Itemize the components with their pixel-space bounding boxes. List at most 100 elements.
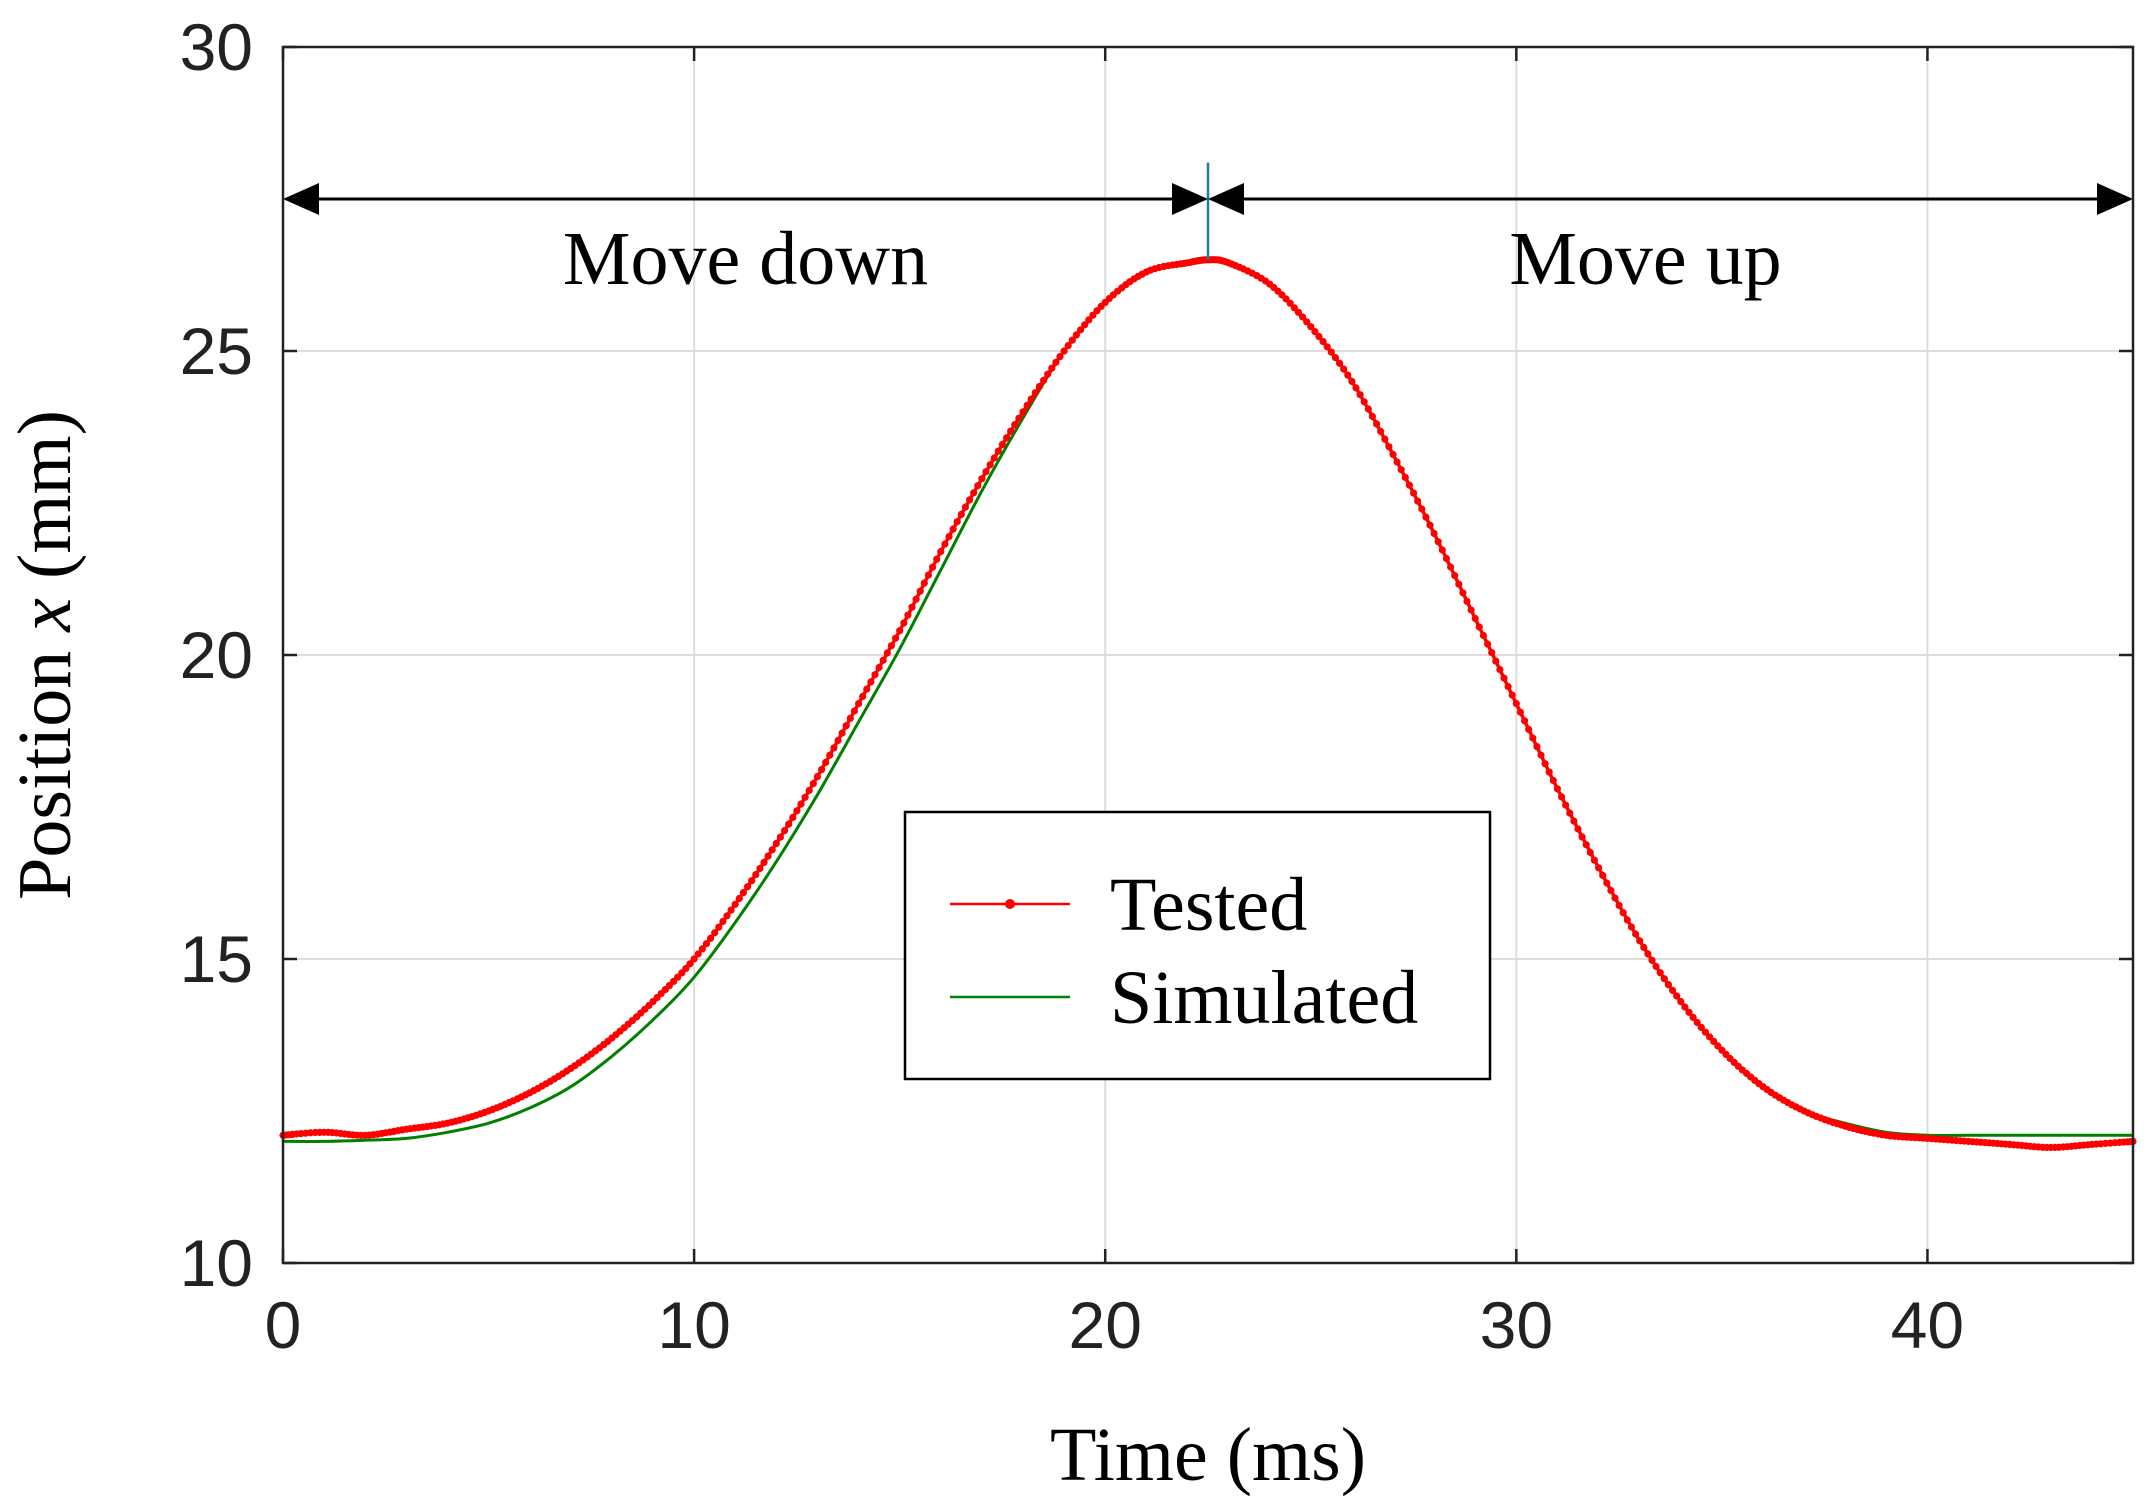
data-point-tested bbox=[1393, 458, 1401, 466]
data-point-tested bbox=[756, 864, 764, 873]
data-point-tested bbox=[1360, 398, 1368, 406]
data-point-tested bbox=[1578, 833, 1586, 841]
data-point-tested bbox=[842, 722, 850, 730]
data-point-tested bbox=[1697, 1023, 1705, 1031]
data-point-tested bbox=[1430, 529, 1438, 538]
data-point-tested bbox=[1319, 338, 1327, 346]
data-point-tested bbox=[1558, 793, 1566, 801]
legend-marker-tested bbox=[1005, 899, 1015, 909]
data-point-tested bbox=[1508, 691, 1516, 699]
data-point-tested bbox=[723, 912, 731, 920]
data-point-tested bbox=[1303, 318, 1311, 326]
data-point-tested bbox=[698, 945, 706, 953]
data-point-tested bbox=[1623, 916, 1631, 924]
data-point-tested bbox=[916, 587, 924, 595]
data-point-tested bbox=[1549, 776, 1557, 785]
data-point-tested bbox=[785, 820, 793, 828]
data-point-tested bbox=[682, 964, 690, 973]
data-point-tested bbox=[838, 729, 846, 737]
legend-box bbox=[903, 810, 1492, 1081]
data-point-tested bbox=[1484, 640, 1492, 648]
data-point-tested bbox=[1438, 546, 1446, 554]
data-point-tested bbox=[1368, 412, 1376, 420]
data-point-tested bbox=[978, 475, 986, 483]
data-point-tested bbox=[920, 579, 928, 587]
data-point-tested bbox=[694, 950, 702, 958]
data-point-tested bbox=[1463, 597, 1471, 606]
data-point-tested bbox=[1512, 700, 1520, 708]
data-point-tested bbox=[731, 900, 739, 908]
y-tick-label: 10 bbox=[180, 1226, 253, 1300]
data-point-tested bbox=[1652, 962, 1660, 971]
data-point-tested bbox=[1422, 513, 1430, 521]
data-point-tested bbox=[982, 468, 990, 476]
data-point-tested bbox=[809, 780, 817, 788]
data-point-tested bbox=[1701, 1028, 1709, 1036]
data-point-tested bbox=[1023, 401, 1031, 409]
data-point-tested bbox=[974, 482, 982, 490]
data-point-tested bbox=[1299, 313, 1307, 321]
data-point-tested bbox=[1574, 825, 1582, 833]
data-point-tested bbox=[1003, 434, 1011, 442]
data-point-tested bbox=[1533, 743, 1541, 751]
data-point-tested bbox=[1660, 975, 1668, 983]
arrowhead-right-move-up bbox=[2097, 183, 2133, 215]
data-point-tested bbox=[744, 883, 752, 891]
data-point-tested bbox=[937, 548, 945, 556]
data-point-tested bbox=[1011, 421, 1019, 429]
data-point-tested bbox=[1336, 359, 1344, 367]
data-point-tested bbox=[1307, 323, 1315, 331]
data-point-tested bbox=[945, 533, 953, 541]
y-tick-label: 15 bbox=[180, 922, 253, 996]
data-point-tested bbox=[1681, 1003, 1689, 1011]
data-point-tested bbox=[1344, 371, 1352, 379]
data-point-tested bbox=[830, 744, 838, 752]
data-point-tested bbox=[707, 934, 715, 942]
data-point-tested bbox=[1048, 364, 1056, 372]
data-point-tested bbox=[1677, 998, 1685, 1006]
data-point-tested bbox=[1451, 572, 1459, 580]
data-point-tested bbox=[1031, 389, 1039, 397]
data-point-tested bbox=[1471, 614, 1479, 623]
annotation-layer: Move down Move up bbox=[283, 162, 2133, 301]
data-point-tested bbox=[686, 960, 694, 968]
data-point-tested bbox=[1077, 326, 1085, 334]
data-point-tested bbox=[1607, 886, 1615, 895]
data-point-tested bbox=[1072, 331, 1080, 339]
data-point-tested bbox=[1644, 950, 1652, 958]
data-point-tested bbox=[1496, 666, 1504, 674]
data-point-tested bbox=[764, 852, 772, 860]
data-point-tested bbox=[1405, 481, 1413, 489]
y-axis-title-variable: x bbox=[3, 598, 87, 633]
data-point-tested bbox=[949, 525, 957, 533]
arrowhead-right-move-down bbox=[1172, 183, 1208, 215]
data-point-tested bbox=[1603, 879, 1611, 887]
data-point-tested bbox=[1504, 683, 1512, 691]
data-point-tested bbox=[1664, 981, 1672, 989]
data-point-tested bbox=[711, 929, 719, 937]
arrowhead-left-move-down bbox=[283, 183, 319, 215]
data-point-tested bbox=[1442, 554, 1450, 563]
legend-label-tested: Tested bbox=[1110, 863, 1307, 947]
data-point-tested bbox=[1529, 734, 1537, 742]
data-point-tested bbox=[1377, 427, 1385, 436]
data-point-tested bbox=[1693, 1018, 1701, 1027]
data-point-tested bbox=[863, 685, 871, 693]
data-point-tested bbox=[1356, 391, 1364, 399]
data-point-tested bbox=[793, 807, 801, 815]
data-point-tested bbox=[994, 447, 1002, 455]
data-point-tested bbox=[883, 649, 891, 657]
x-tick-label: 40 bbox=[1891, 1288, 1964, 1362]
data-point-tested bbox=[789, 813, 797, 822]
data-point-tested bbox=[855, 700, 863, 708]
data-point-tested bbox=[818, 766, 826, 774]
data-point-tested bbox=[797, 800, 805, 808]
data-point-tested bbox=[805, 786, 813, 795]
data-point-tested bbox=[859, 692, 867, 701]
data-point-tested bbox=[739, 889, 748, 897]
data-point-tested bbox=[826, 751, 834, 759]
data-point-tested bbox=[702, 940, 711, 948]
legend-label-simulated: Simulated bbox=[1110, 956, 1418, 1040]
